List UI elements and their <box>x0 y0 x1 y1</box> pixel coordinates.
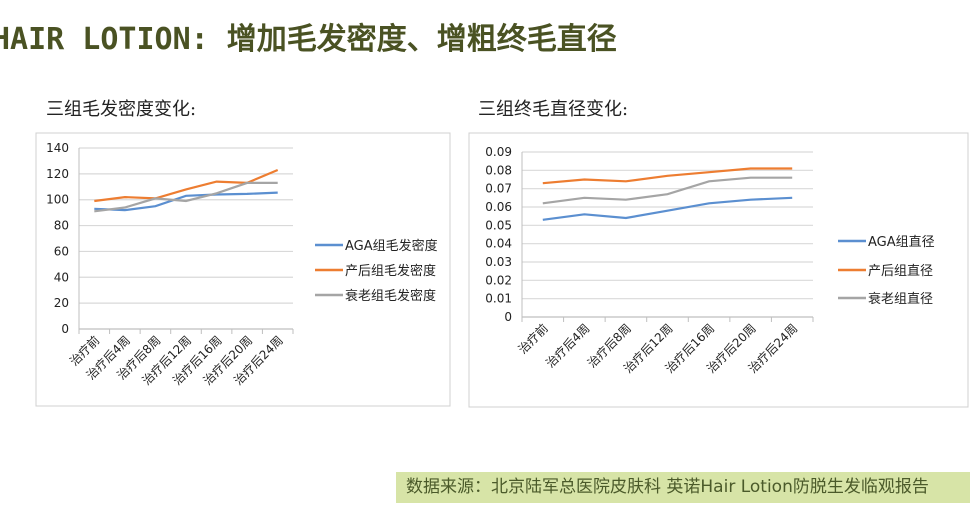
chart-1: 020406080100120140治疗前治疗后4周治疗后8周治疗后12周治疗后… <box>35 132 451 407</box>
y-tick-label: 0.09 <box>485 145 512 159</box>
data-source-footer: 数据来源：北京陆军总医院皮肤科 英诺Hair Lotion防脱生发临观报告 <box>396 472 970 503</box>
legend-label: AGA组直径 <box>868 235 935 250</box>
chart-2: 00.010.020.030.040.050.060.070.080.09治疗前… <box>468 132 969 408</box>
legend-label: 衰老组直径 <box>868 291 933 307</box>
legend-label: 衰老组毛发密度 <box>345 288 436 304</box>
legend-label: 产后组毛发密度 <box>345 263 436 279</box>
y-tick-label: 60 <box>54 244 69 258</box>
y-tick-label: 0 <box>504 310 512 324</box>
chart-frame <box>35 132 451 407</box>
y-tick-label: 100 <box>46 193 69 207</box>
slide-title: HAIR LOTION: 增加毛发密度、增粗终毛直径 <box>0 22 617 57</box>
y-tick-label: 40 <box>54 270 69 284</box>
series-line-2 <box>542 167 793 185</box>
y-tick-label: 0.04 <box>485 237 512 251</box>
y-tick-label: 140 <box>46 141 69 155</box>
chart-frame <box>468 132 969 408</box>
series-line-1 <box>542 196 793 221</box>
legend-label: AGA组毛发密度 <box>345 238 438 254</box>
series-line-1 <box>94 191 278 212</box>
y-tick-label: 0.03 <box>485 255 512 269</box>
y-tick-label: 0.02 <box>485 273 512 287</box>
y-tick-label: 20 <box>54 296 69 310</box>
y-tick-label: 0 <box>61 322 69 336</box>
y-tick-label: 0.07 <box>485 182 512 196</box>
y-tick-label: 0.08 <box>485 163 512 177</box>
density-chart-heading: 三组毛发密度变化: <box>46 99 197 120</box>
y-tick-label: 80 <box>54 219 69 233</box>
y-tick-label: 0.05 <box>485 218 512 232</box>
legend-label: 产后组直径 <box>868 264 933 279</box>
series-line-3 <box>542 176 793 205</box>
diameter-chart-heading: 三组终毛直径变化: <box>478 99 629 120</box>
y-tick-label: 0.06 <box>485 200 512 214</box>
y-tick-label: 0.01 <box>485 292 512 306</box>
y-tick-label: 120 <box>46 167 69 181</box>
